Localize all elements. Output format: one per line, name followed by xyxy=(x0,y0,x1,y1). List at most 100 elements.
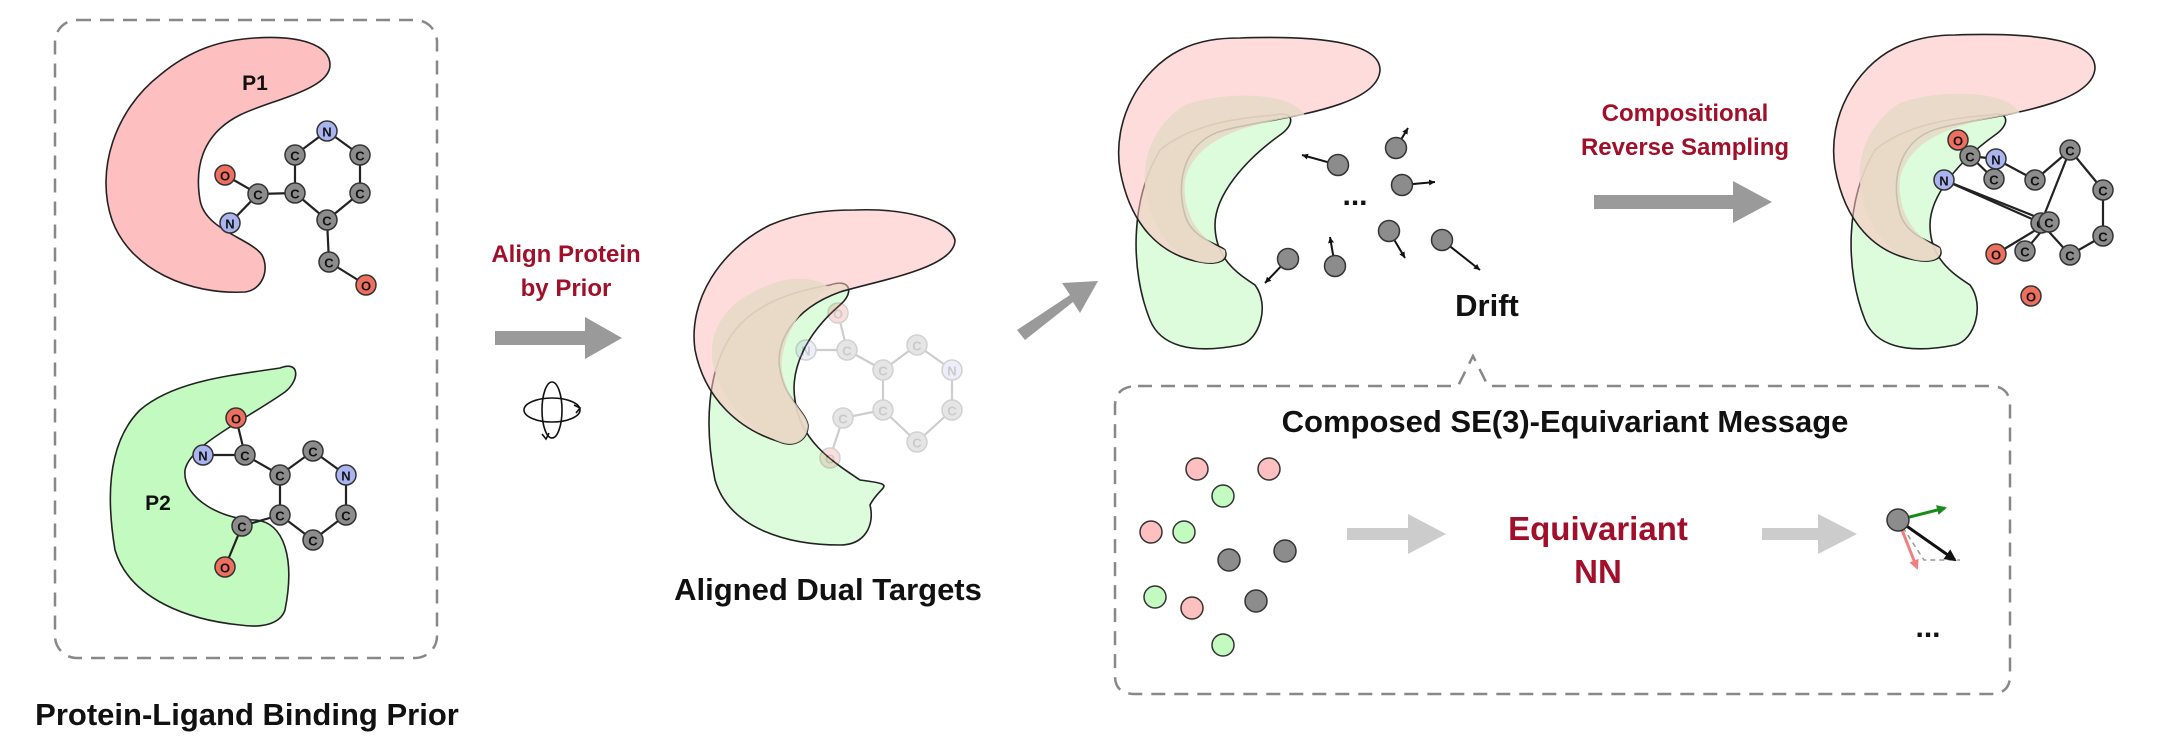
drift-vector xyxy=(1449,245,1481,271)
drift-atoms xyxy=(1264,127,1481,284)
node-p2 xyxy=(1211,633,1235,657)
generated-overlap xyxy=(1859,93,2020,262)
atom-label: C xyxy=(2044,216,2054,231)
atom-label: C xyxy=(912,339,922,354)
atom-carbon xyxy=(906,334,928,356)
atom-label: C xyxy=(355,187,365,202)
atom-label: C xyxy=(275,469,285,484)
drift-atom xyxy=(1430,228,1454,252)
node-p1 xyxy=(1257,457,1281,481)
atom-carbon xyxy=(349,182,371,204)
node-p2 xyxy=(1143,585,1167,609)
atom-nitrogen xyxy=(219,212,241,234)
atom-label: O xyxy=(825,452,835,467)
aligned-caption: Aligned Dual Targets xyxy=(674,572,982,607)
atom-label: N xyxy=(1939,174,1948,189)
atom-label: C xyxy=(253,188,263,203)
atom-label: N xyxy=(225,217,234,232)
node-p2 xyxy=(1211,484,1235,508)
atom-carbon xyxy=(231,515,253,537)
atom-label: O xyxy=(231,412,241,427)
drift-atom xyxy=(1384,136,1408,160)
atom-carbon xyxy=(335,504,357,526)
atom-carbon xyxy=(2024,169,2046,191)
atom-oxygen xyxy=(214,164,236,186)
nn-label-line2: NN xyxy=(1574,553,1622,590)
atom-label: O xyxy=(220,561,230,576)
node-ligand xyxy=(1217,548,1241,572)
diagonal-arrow xyxy=(1017,281,1098,340)
atom-carbon xyxy=(2014,240,2036,262)
drift-atom xyxy=(1323,254,1347,278)
vector-composition xyxy=(1886,505,1960,570)
atom-label: C xyxy=(355,149,365,164)
drift-overlap xyxy=(1144,95,1305,264)
atom-label: C xyxy=(275,509,285,524)
p2-label: P2 xyxy=(145,492,171,515)
generated-panel: CCCCCCNCOCNCCOO xyxy=(1832,33,2114,350)
node-p2 xyxy=(1172,520,1196,544)
pocket-p1 xyxy=(105,36,331,294)
drift-atom xyxy=(1390,173,1414,197)
atom-carbon xyxy=(906,431,928,453)
atom-carbon xyxy=(284,144,306,166)
bond xyxy=(846,349,884,371)
node-ligand xyxy=(1273,539,1297,563)
sampling-label-line2: Reverse Sampling xyxy=(1581,134,1789,161)
bond xyxy=(882,344,918,371)
drift-atom xyxy=(1326,153,1350,177)
drift-vector xyxy=(1301,153,1329,164)
atom-carbon xyxy=(2059,139,2081,161)
atom-nitrogen xyxy=(941,359,963,381)
drift-vector xyxy=(1393,239,1406,259)
atom-label: C xyxy=(878,404,888,419)
atom-label: C xyxy=(341,509,351,524)
atom-label: C xyxy=(290,149,300,164)
atom-label: C xyxy=(240,449,250,464)
ligand-2: C N C C C C C O N C O xyxy=(192,407,357,578)
drift-label: Drift xyxy=(1455,288,1519,323)
drift-atom xyxy=(1377,219,1401,243)
atom-label: N xyxy=(322,125,331,140)
atom-nitrogen xyxy=(335,464,357,486)
atom-label: C xyxy=(2098,230,2108,245)
message-title: Composed SE(3)-Equivariant Message xyxy=(1282,404,1849,439)
atom-label: C xyxy=(1965,150,1975,165)
atom-carbon xyxy=(234,444,256,466)
atom-label: N xyxy=(341,469,350,484)
drift-vector xyxy=(1264,265,1282,284)
atom-oxygen xyxy=(827,302,849,324)
prior-caption: Protein-Ligand Binding Prior xyxy=(35,697,459,732)
atom-oxygen xyxy=(225,407,247,429)
atom-label: C xyxy=(2065,249,2075,264)
drift-pocket-pink xyxy=(1117,36,1381,264)
bond xyxy=(916,344,953,371)
atom-carbon xyxy=(2092,179,2114,201)
message-ellipsis: ... xyxy=(1915,611,1940,644)
aligned-panel: C N C C C C C O N C O Aligned Dual Targets xyxy=(674,208,982,607)
atom-carbon xyxy=(269,464,291,486)
aligned-overlap xyxy=(711,278,830,445)
sampling-arrow xyxy=(1594,181,1772,223)
atom-carbon xyxy=(836,339,858,361)
atom-carbon xyxy=(316,209,338,231)
rotation-icon xyxy=(523,381,582,441)
drift-panel: ... Drift xyxy=(1117,36,1519,350)
p1-label: P1 xyxy=(242,72,268,95)
sampling-label-line1: Compositional xyxy=(1602,100,1769,127)
pocket-p2 xyxy=(109,365,297,627)
atom-label: C xyxy=(947,404,957,419)
atom-label: O xyxy=(2026,290,2036,305)
atom-carbon xyxy=(872,399,894,421)
drift-vector xyxy=(1328,236,1335,257)
atom-oxygen xyxy=(1985,243,2007,265)
drift-atom xyxy=(1276,247,1300,271)
generated-pocket-pink xyxy=(1832,33,2096,262)
atom-label: O xyxy=(361,279,371,294)
prior-panel: P1 P2 N C C C C C C O C O N C N C C C C C O N C O Protein-Li… xyxy=(35,18,459,732)
atom-carbon xyxy=(269,504,291,526)
bond xyxy=(1943,178,2050,224)
align-step: Align Protein by Prior xyxy=(491,241,641,441)
bond xyxy=(2039,149,2072,224)
vector-node xyxy=(1886,508,1910,532)
